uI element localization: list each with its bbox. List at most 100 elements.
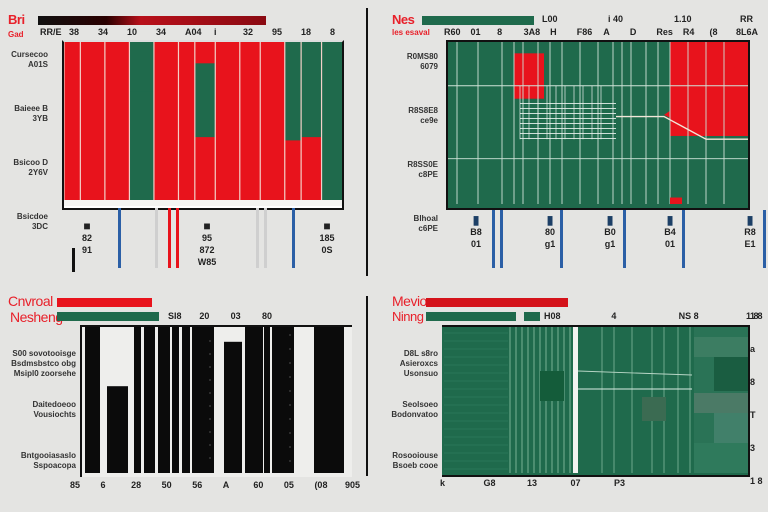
dot-marker bbox=[209, 353, 211, 355]
footer-marker-icon: ▮ bbox=[666, 213, 674, 227]
heat-column bbox=[64, 42, 81, 206]
x-tick-label: P3 bbox=[614, 478, 626, 488]
y-axis-label: Daitedoeoo Vousiochts bbox=[32, 400, 76, 420]
tick-stub bbox=[500, 210, 503, 268]
heat-column bbox=[260, 42, 285, 206]
x-tick-label: H bbox=[550, 27, 557, 37]
chart-4-legend-bar-green-2 bbox=[524, 312, 540, 321]
x-tick-label: 18 bbox=[301, 27, 312, 37]
tick-stub bbox=[560, 210, 563, 268]
footer-tick-label: 872 bbox=[199, 245, 215, 255]
y-axis-label: Baieee B 3YB bbox=[14, 104, 48, 124]
y-axis-label-line: Vousiochts bbox=[33, 410, 76, 419]
heat-cell bbox=[129, 42, 154, 92]
chart-1-plot bbox=[62, 40, 344, 210]
y-axis-label-line: 3YB bbox=[32, 114, 48, 123]
y-axis-label-line: Usonsuo bbox=[403, 369, 438, 378]
heat-column bbox=[153, 42, 179, 206]
x-tick-top-label: 1 8 bbox=[746, 311, 759, 321]
y-axis-label-line: Msipl0 zoorsehe bbox=[13, 369, 76, 378]
x-tick-top-label: L00 bbox=[542, 14, 558, 24]
bar bbox=[192, 327, 214, 473]
bar bbox=[85, 327, 100, 473]
y-axis-label-line: 2Y6V bbox=[28, 168, 48, 177]
x-tick-top-label: RR bbox=[740, 14, 753, 24]
chart-panel-1: Bri Gad RR/E 38 34 10 34 A04 i 32 95 18 8 Cursecoo… bbox=[0, 0, 360, 280]
y-axis-label: Rosooiouse Bsoeb cooe bbox=[392, 451, 438, 471]
footer-tick-label: W85 bbox=[197, 257, 217, 267]
footer-tick-group: ■ 185 0S bbox=[312, 220, 342, 256]
chart-4-legend-bar-red bbox=[426, 298, 568, 307]
chart-2-subtitle: les esaval bbox=[392, 28, 430, 37]
right-tick-label: 8 bbox=[750, 377, 756, 387]
dot-marker bbox=[289, 460, 291, 462]
tick-stub bbox=[155, 208, 158, 268]
chart-2-legend-bar bbox=[422, 16, 534, 25]
y-axis-label: Bsicdoe 3DC bbox=[17, 212, 48, 232]
chart-3-legend-bar-red bbox=[57, 298, 152, 307]
footer-tick-group: ▮ B0 g1 bbox=[600, 214, 620, 250]
bar bbox=[314, 327, 344, 473]
dot-marker bbox=[209, 392, 211, 394]
x-tick-label: 50 bbox=[161, 480, 172, 490]
footer-tick-group: ▮ B8 01 bbox=[466, 214, 486, 250]
plot-baseline bbox=[64, 200, 342, 206]
y-axis-label: S00 sovotooisge Bsdmsbstco obg Msipl0 zoor… bbox=[11, 349, 76, 379]
footer-tick-group: ▮ B4 01 bbox=[660, 214, 680, 250]
bar bbox=[272, 327, 294, 473]
x-tick-label: 34 bbox=[98, 27, 109, 37]
footer-tick-group: ■ 82 91 bbox=[72, 220, 102, 256]
chart-3-legend-bar-green bbox=[57, 312, 159, 321]
right-tick-label: 1 8 bbox=[750, 476, 763, 486]
x-tick-label: (8 bbox=[709, 27, 718, 37]
chart-panel-2: Nes les esaval L00 i 40 1.10 RR R60 01 8 3A8 H F8… bbox=[384, 0, 768, 280]
x-tick-label: G8 bbox=[483, 478, 496, 488]
dot-marker bbox=[289, 432, 291, 434]
tick-stub bbox=[264, 208, 267, 268]
dot-marker bbox=[289, 446, 291, 448]
x-tick-label: 28 bbox=[131, 480, 142, 490]
vertical-divider-bottom bbox=[366, 296, 368, 476]
x-tick-top-label: SI8 bbox=[168, 311, 182, 321]
heat-cell bbox=[714, 413, 748, 443]
x-tick-label: 60 bbox=[253, 480, 264, 490]
x-tick-label: 8 bbox=[497, 27, 503, 37]
dot-marker bbox=[209, 379, 211, 381]
x-tick-label: 85 bbox=[70, 480, 81, 490]
x-tick-label: Res bbox=[656, 27, 673, 37]
footer-tick-label: 01 bbox=[470, 239, 481, 249]
bar bbox=[224, 341, 242, 473]
dot-marker bbox=[289, 390, 291, 392]
footer-tick-label: B4 bbox=[664, 227, 676, 237]
dot-marker bbox=[289, 404, 291, 406]
vertical-divider-top bbox=[366, 8, 368, 276]
tick-stub bbox=[623, 210, 626, 268]
chart-2-plot bbox=[446, 40, 750, 210]
x-tick-label: 8L6A bbox=[736, 27, 759, 37]
y-axis-label-line: Bsicoo D bbox=[13, 158, 48, 167]
y-axis-label: Bntgooiasaslo Sspoacopa bbox=[21, 451, 76, 471]
heat-column bbox=[239, 42, 261, 206]
dot-marker bbox=[209, 444, 211, 446]
footer-tick-label: 80 bbox=[544, 227, 555, 237]
heat-cell bbox=[714, 357, 748, 391]
dot-marker bbox=[209, 418, 211, 420]
chart-4-legend-bar-green bbox=[426, 312, 516, 321]
chart-4-subtitle: Ninng bbox=[392, 309, 424, 324]
footer-tick-label: 01 bbox=[664, 239, 675, 249]
chart-3-plot bbox=[80, 325, 352, 477]
tick-stub bbox=[682, 210, 685, 268]
x-tick-label: 95 bbox=[272, 27, 283, 37]
x-tick-label: 32 bbox=[243, 27, 254, 37]
y-axis-label-line: c8PE bbox=[418, 170, 438, 179]
chart-1-title: Bri bbox=[8, 12, 25, 27]
y-axis-label-line: Cursecoo bbox=[11, 50, 48, 59]
x-tick-top-label: i 40 bbox=[608, 14, 624, 24]
x-tick-label: R60 bbox=[444, 27, 461, 37]
footer-tick-group: ■ 95 872 W85 bbox=[192, 220, 222, 268]
y-axis-label-line: Seolsoeo bbox=[402, 400, 438, 409]
chart-4-title: Mevio bbox=[392, 293, 427, 309]
right-tick-label: a bbox=[750, 344, 756, 354]
tick-stub bbox=[292, 208, 295, 268]
right-tick-label: 3 bbox=[750, 443, 756, 453]
